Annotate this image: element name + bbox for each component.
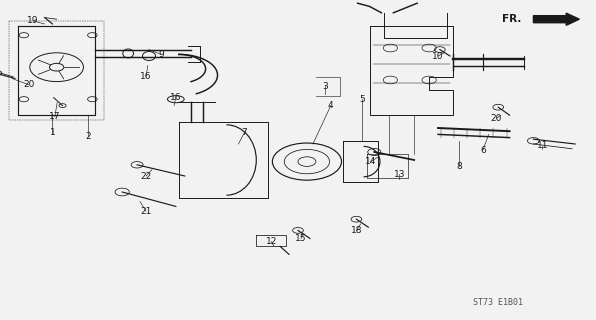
Text: 10: 10 — [432, 52, 444, 60]
FancyArrow shape — [533, 13, 579, 25]
Text: FR.: FR. — [502, 14, 522, 24]
Text: 15: 15 — [295, 234, 307, 243]
Text: 12: 12 — [265, 237, 277, 246]
Text: 4: 4 — [328, 101, 334, 110]
Text: 20: 20 — [491, 114, 502, 123]
Text: 5: 5 — [359, 95, 365, 104]
Text: 18: 18 — [350, 226, 362, 235]
Text: 8: 8 — [456, 162, 462, 171]
Text: 16: 16 — [140, 72, 152, 81]
Text: 14: 14 — [365, 157, 377, 166]
Text: 7: 7 — [241, 128, 247, 137]
Text: ST73 E1B01: ST73 E1B01 — [473, 298, 523, 307]
Text: 20: 20 — [23, 80, 35, 89]
Text: 9: 9 — [158, 50, 164, 59]
Text: 19: 19 — [27, 16, 39, 25]
Text: 13: 13 — [393, 170, 405, 179]
Text: 16: 16 — [170, 93, 182, 102]
Text: 17: 17 — [49, 112, 61, 121]
Text: 1: 1 — [49, 128, 55, 137]
Text: 6: 6 — [480, 146, 486, 155]
Text: 2: 2 — [85, 132, 91, 140]
Text: 3: 3 — [322, 82, 328, 91]
Text: 22: 22 — [141, 172, 151, 180]
Text: 21: 21 — [140, 207, 152, 216]
Text: 11: 11 — [536, 141, 548, 150]
